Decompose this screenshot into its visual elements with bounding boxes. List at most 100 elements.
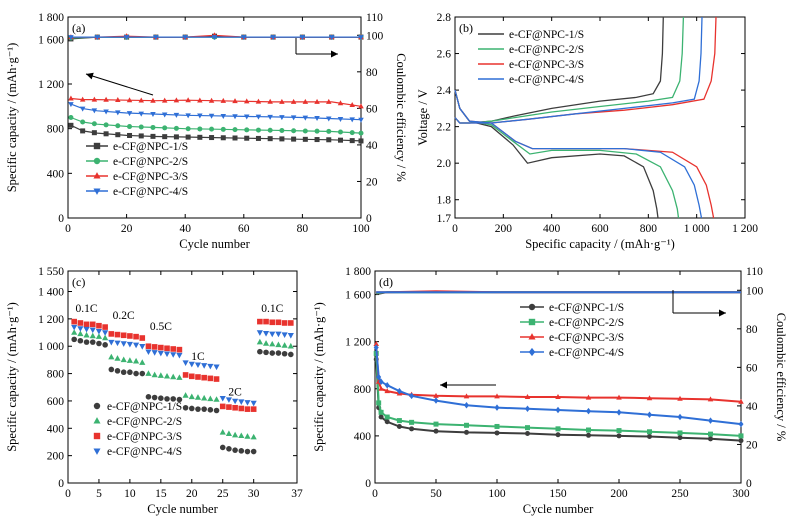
y-tick-label: 1 600 [38,34,64,46]
x-tick-label: 300 [732,488,750,500]
capacity-point [555,432,561,438]
capacity-point [646,395,653,401]
rate-point [170,352,177,358]
panel-label: (c) [72,275,85,289]
rate-point [164,345,170,352]
rate-point [139,335,146,341]
legend-entry: e-CF@NPC-3/S [113,171,188,183]
capacity-point [376,400,382,406]
rate-point [120,332,127,339]
capacity-point [433,397,439,404]
legend-marker [528,303,536,311]
coulombic-point [299,35,306,41]
rate-point [71,324,78,331]
rate-point [83,339,90,345]
rate-label: 0.1C [261,303,283,315]
capacity-point [616,428,622,434]
rate-point [244,400,251,406]
x-tick-label: 40 [179,223,191,235]
rate-point [195,406,201,412]
coulombic-point [270,35,276,41]
y2-tick-label: 100 [366,30,384,42]
rate-point [194,394,202,400]
capacity-point [396,423,402,429]
y-tick-label: 400 [47,423,65,435]
rate-point [151,394,158,401]
rate-point [145,394,152,400]
rate-point [102,330,109,336]
legend-marker [528,347,536,357]
y2-tick-label: 100 [746,285,764,297]
rate-point [145,370,152,376]
capacity-point [384,419,390,425]
rate-point [262,330,270,337]
capacity-point [708,436,713,442]
x-tick-label: 200 [610,488,628,500]
legend-marker [93,402,101,410]
rate-point [163,372,171,379]
y-tick-label: 1 200 [38,79,64,91]
capacity-trace [70,97,362,107]
rate-point [95,328,103,335]
rate-point [269,350,276,356]
legend-marker [93,432,101,440]
rate-point [269,319,276,326]
legend-entry: e-CF@NPC-4/S [509,74,584,86]
x-tick-label: 100 [488,488,506,500]
rate-point [226,446,232,452]
x-tick-label: 400 [543,223,561,235]
x-tick-label: 0 [452,223,458,235]
capacity-point [494,430,500,436]
rate-point [139,370,146,377]
rate-label: 1C [191,351,205,363]
rate-point [281,332,288,338]
capacity-point [464,429,469,435]
rate-point [145,349,152,356]
legend-marker [93,448,101,455]
rate-point [219,444,226,451]
x-tick-label: 50 [430,488,442,500]
capacity-point [677,430,683,436]
x-tick-label: 20 [186,488,198,500]
plot-frame [67,16,362,219]
rate-point [170,346,177,352]
rate-point [269,340,276,347]
x-tick-label: 250 [671,488,689,500]
y-tick-label: 2.6 [437,49,452,61]
capacity-trace [375,347,742,426]
y-tick-label: 2.2 [437,122,452,134]
rate-point [287,333,294,339]
rate-point [176,346,183,353]
capacity-point [378,414,384,420]
rate-point [133,370,139,377]
y-tick-label: 2.4 [437,85,452,97]
capacity-point [464,402,469,409]
capacity-trace [70,124,362,142]
capacity-point [616,409,622,416]
rate-point [170,396,177,402]
rate-point [157,372,164,378]
y2-tick-label: 40 [746,401,758,413]
x-tick-label: 0 [372,488,378,500]
rate-point [281,320,288,326]
x-tick-label: 1 000 [684,223,710,235]
x-tick-label: 20 [121,223,133,235]
coulombic-point [123,35,130,41]
rate-point [114,340,121,347]
capacity-point [378,378,384,385]
rate-point [219,429,226,435]
rate-point [188,373,195,380]
rate-point [213,364,220,371]
rate-point [250,448,257,455]
rate-point [256,330,263,336]
x-tick-label: 0 [65,223,71,235]
y-tick-label: 1 400 [38,287,64,299]
capacity-point [616,394,622,400]
capacity-point [677,435,683,441]
coulombic-point [358,35,364,41]
rate-point [120,341,127,347]
x-axis-label: Cycle number [179,237,250,251]
x-tick-label: 800 [640,223,658,235]
rate-point [151,350,158,356]
panel-label: (b) [459,21,473,35]
